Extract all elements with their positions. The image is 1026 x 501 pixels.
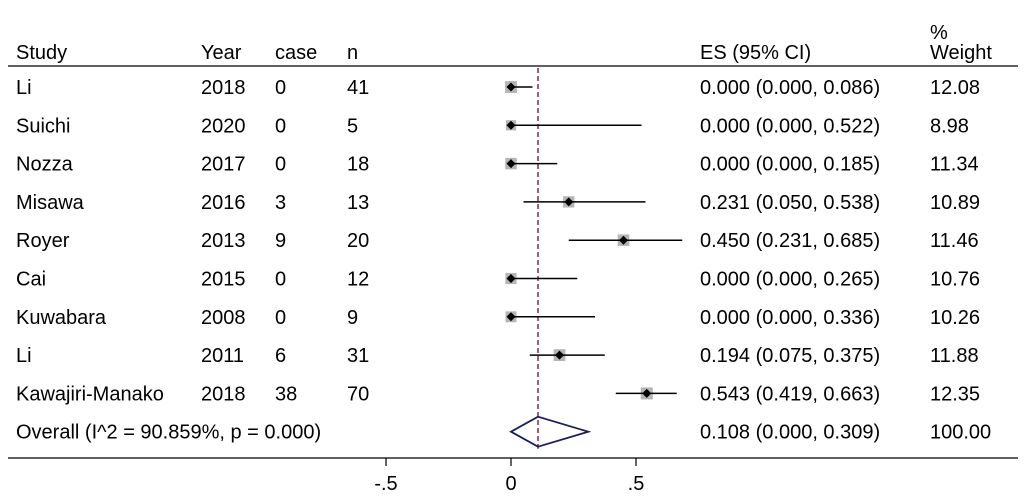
header-case: case bbox=[275, 42, 317, 64]
study-weight: 10.76 bbox=[930, 269, 980, 291]
study-year: 2016 bbox=[201, 192, 246, 214]
header: Study Year case n ES (95% CI) % Weight bbox=[16, 22, 992, 64]
study-name: Li bbox=[16, 77, 32, 99]
study-es-ci: 0.000 (0.000, 0.086) bbox=[700, 77, 880, 99]
study-case: 0 bbox=[275, 269, 286, 291]
study-es-ci: 0.231 (0.050, 0.538) bbox=[700, 192, 880, 214]
study-weight: 10.26 bbox=[930, 307, 980, 329]
study-year: 2018 bbox=[201, 77, 246, 99]
study-name: Cai bbox=[16, 269, 46, 291]
overall-label: Overall (I^2 = 90.859%, p = 0.000) bbox=[16, 422, 321, 444]
header-year: Year bbox=[201, 42, 242, 64]
study-es-ci: 0.194 (0.075, 0.375) bbox=[700, 345, 880, 367]
study-name: Li bbox=[16, 345, 32, 367]
study-year: 2008 bbox=[201, 307, 246, 329]
study-case: 38 bbox=[275, 383, 297, 405]
study-weight: 10.89 bbox=[930, 192, 980, 214]
study-case: 6 bbox=[275, 345, 286, 367]
header-n: n bbox=[347, 42, 358, 64]
study-es-ci: 0.450 (0.231, 0.685) bbox=[700, 230, 880, 252]
study-weight: 11.46 bbox=[930, 230, 979, 252]
study-n: 5 bbox=[347, 115, 358, 137]
study-es-ci: 0.000 (0.000, 0.185) bbox=[700, 154, 880, 176]
study-name: Misawa bbox=[16, 192, 85, 214]
study-rows: Li 2018 0 41 0.000 (0.000, 0.086) 12.08Suichi… bbox=[16, 77, 980, 405]
study-es-ci: 0.000 (0.000, 0.336) bbox=[700, 307, 880, 329]
x-tick-label: 0 bbox=[505, 473, 516, 495]
x-tick-label: -.5 bbox=[374, 473, 397, 495]
study-case: 0 bbox=[275, 77, 286, 99]
study-row: Royer 2013 9 20 0.450 (0.231, 0.685) 11.46 bbox=[16, 230, 979, 252]
study-row: Kuwabara 2008 0 9 0.000 (0.000, 0.336) 10.26 bbox=[16, 307, 980, 329]
study-case: 0 bbox=[275, 115, 286, 137]
point-estimate bbox=[642, 388, 652, 398]
study-year: 2015 bbox=[201, 269, 246, 291]
study-year: 2011 bbox=[201, 345, 244, 367]
study-n: 70 bbox=[347, 383, 369, 405]
study-row: Cai 2015 0 12 0.000 (0.000, 0.265) 10.76 bbox=[16, 269, 980, 291]
header-study: Study bbox=[16, 42, 67, 64]
study-row: Misawa 2016 3 13 0.231 (0.050, 0.538) 10.89 bbox=[16, 192, 980, 214]
study-n: 18 bbox=[347, 154, 369, 176]
point-estimate bbox=[555, 350, 564, 360]
study-name: Royer bbox=[16, 230, 70, 252]
study-name: Kuwabara bbox=[16, 307, 107, 329]
point-estimate bbox=[564, 197, 574, 207]
study-n: 12 bbox=[347, 269, 369, 291]
study-n: 31 bbox=[347, 345, 369, 367]
overall-row: Overall (I^2 = 90.859%, p = 0.000) 0.108 … bbox=[16, 415, 991, 448]
study-weight: 12.08 bbox=[930, 77, 980, 99]
study-row: Li 2018 0 41 0.000 (0.000, 0.086) 12.08 bbox=[16, 77, 980, 99]
study-year: 2020 bbox=[201, 115, 246, 137]
header-es: ES (95% CI) bbox=[700, 42, 811, 64]
study-n: 13 bbox=[347, 192, 369, 214]
study-row: Li 2011 6 31 0.194 (0.075, 0.375) 11.88 bbox=[16, 345, 979, 367]
point-estimate bbox=[506, 120, 516, 130]
study-name: Kawajiri-Manako bbox=[16, 383, 164, 405]
point-estimate bbox=[506, 159, 516, 169]
study-year: 2017 bbox=[201, 154, 246, 176]
study-n: 41 bbox=[347, 77, 369, 99]
study-year: 2018 bbox=[201, 383, 246, 405]
overall-weight: 100.00 bbox=[930, 422, 991, 444]
study-year: 2013 bbox=[201, 230, 246, 252]
point-estimate bbox=[506, 274, 516, 283]
study-es-ci: 0.000 (0.000, 0.522) bbox=[700, 115, 880, 137]
study-weight: 11.34 bbox=[930, 154, 979, 176]
study-name: Nozza bbox=[16, 154, 74, 176]
header-weight-percent: % bbox=[930, 22, 948, 44]
point-estimate bbox=[619, 235, 628, 245]
study-n: 20 bbox=[347, 230, 369, 252]
overall-diamond bbox=[509, 415, 592, 448]
study-weight: 11.88 bbox=[930, 345, 979, 367]
x-tick-label: .5 bbox=[628, 473, 645, 495]
study-weight: 8.98 bbox=[930, 115, 969, 137]
study-case: 3 bbox=[275, 192, 286, 214]
study-weight: 12.35 bbox=[930, 383, 980, 405]
study-row: Suichi 2020 0 5 0.000 (0.000, 0.522) 8.98 bbox=[16, 115, 969, 137]
study-case: 0 bbox=[275, 307, 286, 329]
study-es-ci: 0.000 (0.000, 0.265) bbox=[700, 269, 880, 291]
study-name: Suichi bbox=[16, 115, 70, 137]
header-weight: Weight bbox=[930, 42, 992, 64]
point-estimate bbox=[506, 82, 516, 92]
point-estimate bbox=[506, 312, 516, 322]
x-axis-ticks: -.5 0 .5 bbox=[374, 458, 644, 495]
overall-es-ci: 0.108 (0.000, 0.309) bbox=[700, 422, 880, 444]
study-es-ci: 0.543 (0.419, 0.663) bbox=[700, 383, 880, 405]
study-case: 9 bbox=[275, 230, 286, 252]
study-row: Nozza 2017 0 18 0.000 (0.000, 0.185) 11.34 bbox=[16, 154, 979, 176]
study-n: 9 bbox=[347, 307, 358, 329]
study-row: Kawajiri-Manako 2018 38 70 0.543 (0.419, 0.6… bbox=[16, 383, 980, 405]
study-case: 0 bbox=[275, 154, 286, 176]
